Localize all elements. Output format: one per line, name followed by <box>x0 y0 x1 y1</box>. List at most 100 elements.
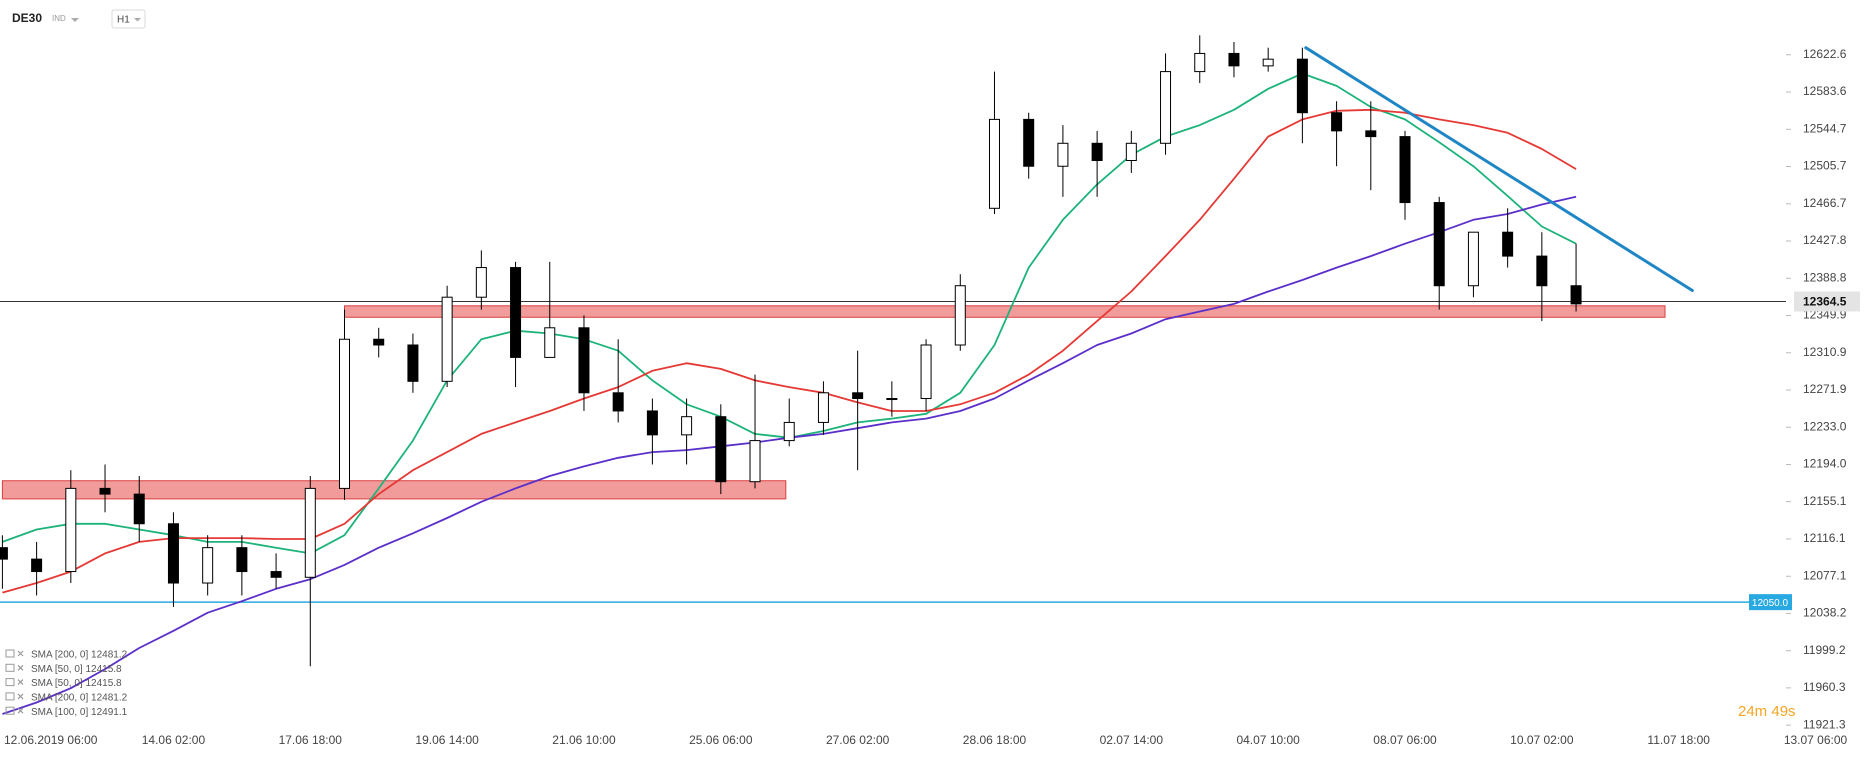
candle-body <box>1194 52 1206 73</box>
dropdown-arrow[interactable] <box>134 18 141 22</box>
candle-body <box>373 338 385 346</box>
candle-body <box>954 285 966 346</box>
x-tick-label: 13.07 06:00 <box>1784 733 1848 747</box>
legend-entry: SMA [100, 0] 12491.1 <box>31 707 128 718</box>
candle-body <box>0 547 8 560</box>
trendline <box>1304 46 1694 293</box>
x-tick-label: 08.07 06:00 <box>1373 733 1437 747</box>
legend-icon <box>5 706 15 715</box>
legend-entry: SMA [50, 0] 12415.8 <box>31 678 122 689</box>
legend-entry: SMA [50, 0] 12415.8 <box>31 664 122 675</box>
legend-close[interactable] <box>17 664 24 671</box>
timeframe-box[interactable] <box>111 9 146 29</box>
candle-body <box>167 523 179 584</box>
candle-body <box>1023 118 1035 167</box>
x-tick-label: 14.06 02:00 <box>142 733 206 747</box>
level-label: 12050.0 <box>1752 598 1789 609</box>
candle-body <box>612 392 624 412</box>
y-tick-label: 11999.2 <box>1803 643 1846 657</box>
x-tick-label: 27.06 02:00 <box>826 733 890 747</box>
candle-body <box>817 392 829 423</box>
candle-body <box>304 487 316 578</box>
candle-body <box>1331 112 1343 132</box>
candle-body <box>133 493 145 525</box>
candle-body <box>886 398 898 401</box>
candle-body <box>441 296 453 382</box>
legend-close[interactable] <box>17 679 24 686</box>
x-tick-label: 17.06 18:00 <box>279 733 343 747</box>
x-tick-label: 10.07 02:00 <box>1510 733 1574 747</box>
x-tick-label: 04.07 10:00 <box>1236 733 1300 747</box>
x-tick-label: 28.06 18:00 <box>963 733 1027 747</box>
y-tick-label: 12194.0 <box>1803 457 1847 471</box>
legend-entry: SMA [200, 0] 12481.2 <box>31 650 128 661</box>
candle-body <box>1091 142 1103 162</box>
candle-body <box>1365 130 1377 138</box>
legend-close[interactable] <box>17 707 24 714</box>
y-tick-label: 12038.2 <box>1803 606 1847 620</box>
y-tick-label: 12388.8 <box>1803 270 1847 284</box>
candle-body <box>1502 231 1514 257</box>
x-tick-label: 11.07 18:00 <box>1647 733 1710 747</box>
x-tick-label: 02.07 14:00 <box>1100 733 1164 747</box>
instrument: IND <box>52 14 66 23</box>
candle-body <box>339 338 350 489</box>
header: DE30 IND H1 <box>12 9 146 29</box>
sma-line <box>2 108 1577 594</box>
symbol[interactable]: DE30 <box>12 11 42 25</box>
last-price-box <box>1794 291 1860 312</box>
legend-icon <box>5 678 15 687</box>
candle-body <box>544 327 556 358</box>
candle-body <box>1160 71 1172 144</box>
candle-body <box>1296 58 1308 114</box>
x-tick-label: 19.06 14:00 <box>415 733 479 747</box>
candle-body <box>1433 202 1445 287</box>
y-tick-label: 11960.3 <box>1803 680 1846 694</box>
x-tick-label: 12.06.2019 06:00 <box>4 733 98 747</box>
y-tick-label: 12271.9 <box>1803 382 1847 396</box>
dropdown-arrow[interactable] <box>71 18 79 22</box>
y-tick-label: 12155.1 <box>1803 494 1847 508</box>
y-tick-label: 12544.7 <box>1803 121 1847 135</box>
y-tick-label: 12427.8 <box>1803 233 1847 247</box>
countdown: 24m 49s <box>1738 703 1796 720</box>
y-tick-label: 12116.1 <box>1803 531 1846 545</box>
candle-body <box>1262 58 1274 67</box>
legend-close[interactable] <box>17 650 24 657</box>
y-tick-label: 11921.3 <box>1803 717 1846 731</box>
candle-body <box>475 267 487 298</box>
x-tick-label: 25.06 06:00 <box>689 733 753 747</box>
x-tick-label: 21.06 10:00 <box>552 733 616 747</box>
legend-icon <box>5 692 15 701</box>
candle-body <box>99 487 111 495</box>
candle-body <box>65 487 77 573</box>
candle-body <box>783 421 795 442</box>
candle-body <box>202 547 214 584</box>
y-tick-label: 12505.7 <box>1803 159 1847 173</box>
level-label-box <box>1749 594 1792 611</box>
last-price-label: 12364.5 <box>1803 295 1847 309</box>
y-tick-label: 12466.7 <box>1803 196 1847 210</box>
y-tick-label: 12622.6 <box>1803 47 1847 61</box>
candle-body <box>646 410 658 436</box>
zone <box>344 305 1666 318</box>
legend-close[interactable] <box>17 693 24 700</box>
candle-body <box>407 344 419 382</box>
legend-icon <box>5 649 15 658</box>
zone <box>1 480 787 500</box>
candle-body <box>510 267 522 358</box>
y-tick-label: 12583.6 <box>1803 84 1847 98</box>
candle-body <box>578 327 590 394</box>
candle-body <box>1228 52 1240 67</box>
candle-body <box>1057 142 1069 167</box>
legend-entry: SMA [200, 0] 12481.2 <box>31 693 128 704</box>
y-tick-label: 12310.9 <box>1803 345 1847 359</box>
timeframe[interactable]: H1 <box>117 15 130 26</box>
candle-body <box>1570 285 1582 305</box>
candle-body <box>270 571 282 578</box>
legend-icon <box>5 663 15 672</box>
candle-body <box>920 344 932 400</box>
